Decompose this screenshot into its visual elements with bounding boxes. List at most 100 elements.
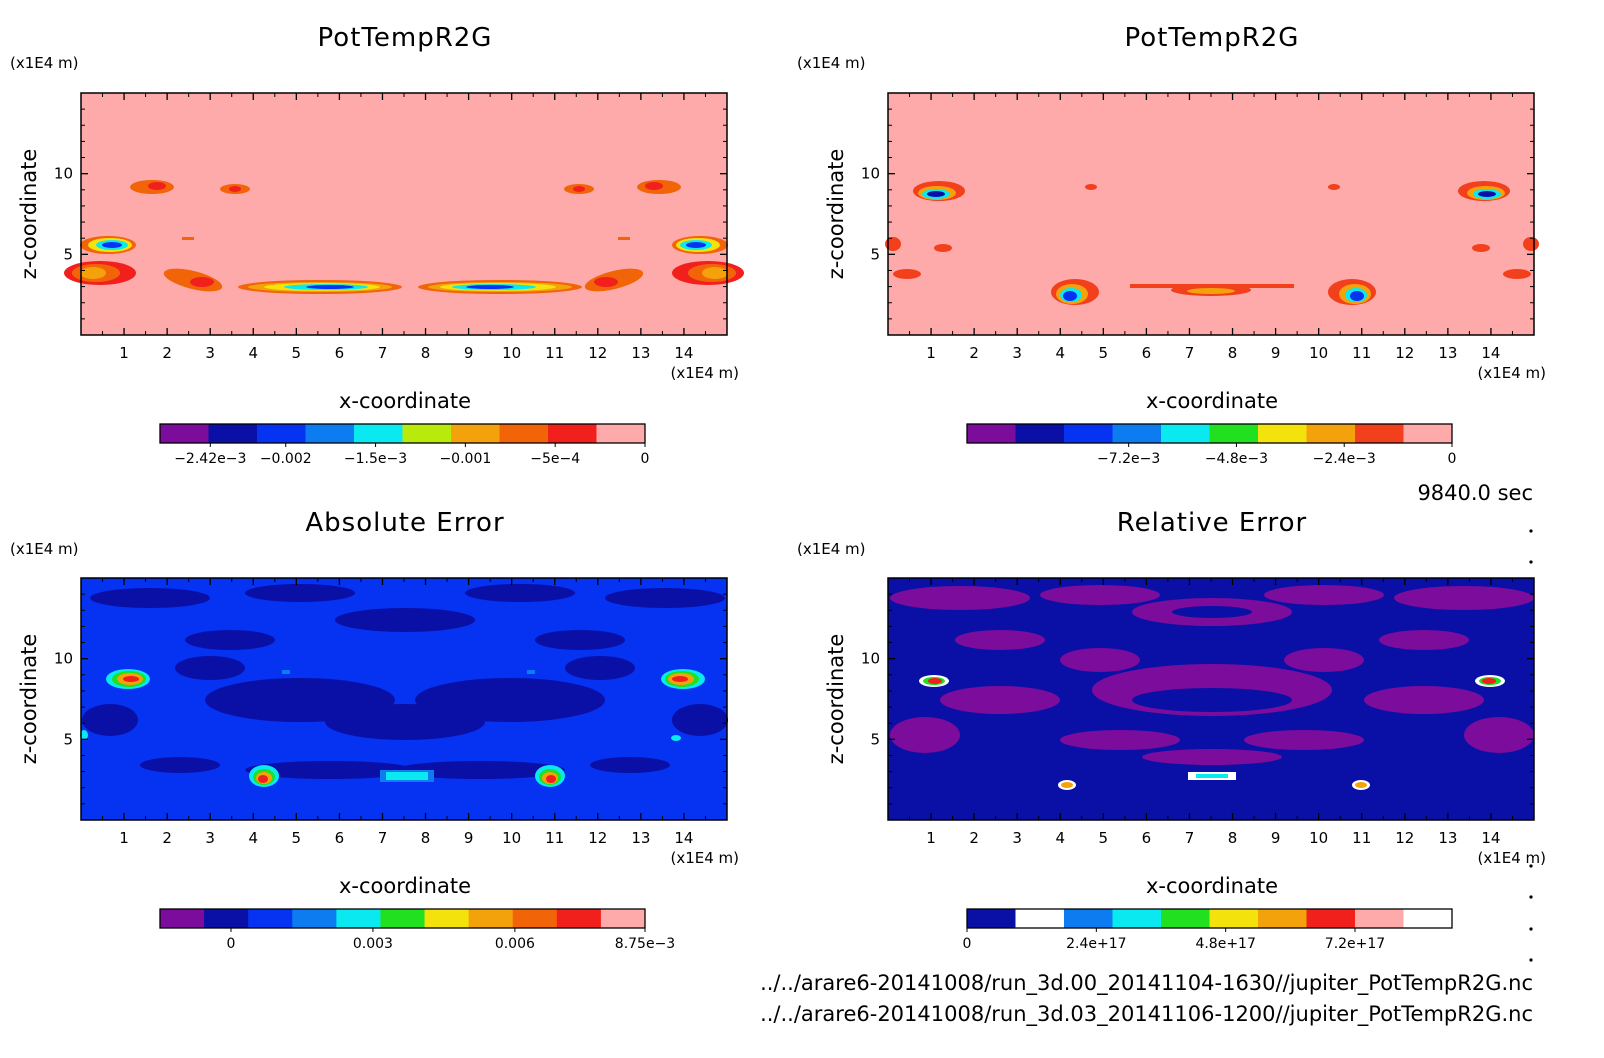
x-tick-label: 9 xyxy=(464,344,474,362)
speck xyxy=(1328,184,1340,190)
x-tick-label: 14 xyxy=(1481,829,1500,847)
x-tick-label: 11 xyxy=(1352,829,1371,847)
x-tick-label: 13 xyxy=(631,829,650,847)
y-unit-label: (x1E4 m) xyxy=(10,54,79,72)
margin-dots xyxy=(1529,529,1533,962)
colorbar-segment xyxy=(160,909,205,928)
x-tick-label: 4 xyxy=(248,344,258,362)
feature-top-left-b xyxy=(220,184,250,194)
feature-top-right xyxy=(1475,675,1505,687)
colorbar-tick-label: −2.42e−3 xyxy=(174,451,246,467)
colorbar-segment xyxy=(1355,909,1404,928)
x-tick-label: 7 xyxy=(1185,829,1195,847)
colorbar-frame xyxy=(159,423,646,444)
feature-bottom-right xyxy=(535,765,565,787)
band-center-core xyxy=(1187,288,1235,294)
colorbar-segment xyxy=(600,909,646,928)
x-tick-label: 14 xyxy=(674,829,693,847)
colorbar-segment xyxy=(292,909,337,928)
colorbar-segment xyxy=(1306,424,1356,443)
x-tick-label: 6 xyxy=(335,829,345,847)
y-tick-label: 5 xyxy=(870,245,880,263)
x-tick-label: 12 xyxy=(1395,829,1414,847)
colorbar-tick-label: 7.2e+17 xyxy=(1325,936,1385,952)
colorbar-tick-label: 0 xyxy=(1448,451,1457,467)
x-tick-label: 4 xyxy=(248,829,258,847)
colorbar-segment xyxy=(1015,424,1065,443)
colorbar-segment xyxy=(208,424,258,443)
colorbar-frame xyxy=(159,908,646,929)
colorbar-segment xyxy=(354,424,403,443)
time-label: 9840.0 sec xyxy=(1417,481,1533,505)
contour-field xyxy=(890,585,1534,790)
x-tick-label: 3 xyxy=(205,829,215,847)
colorbar-segment xyxy=(967,909,1016,928)
x-tick-label: 2 xyxy=(162,344,172,362)
x-tick-label: 6 xyxy=(1142,829,1152,847)
feature-top-left-a xyxy=(130,180,174,194)
colorbar-segment xyxy=(380,909,426,928)
y-unit-label: (x1E4 m) xyxy=(797,54,866,72)
colorbar-segment xyxy=(248,909,293,928)
contour-field xyxy=(64,180,744,294)
colorbar-tick-label: −0.002 xyxy=(260,451,312,467)
colorbar-segment xyxy=(160,424,209,443)
x-tick-label: 8 xyxy=(421,829,431,847)
panel-title: PotTempR2G xyxy=(1125,23,1300,53)
feature-band-right xyxy=(418,280,582,294)
x-tick-label: 12 xyxy=(1395,344,1414,362)
speck xyxy=(618,237,630,240)
colorbar-segment xyxy=(1209,424,1259,443)
colorbar-tick-label: 4.8e+17 xyxy=(1195,936,1255,952)
speck xyxy=(934,244,952,252)
speck xyxy=(671,735,681,741)
panel-pottemp-left: PotTempR2G (x1E4 m) xyxy=(10,23,744,467)
contour-field xyxy=(80,584,728,787)
y-axis-label: z-coordinate xyxy=(17,634,41,765)
feature-top-left xyxy=(919,675,949,687)
y-tick-label: 10 xyxy=(861,650,880,668)
feature-top-left xyxy=(106,669,150,689)
feature-top-right-b xyxy=(637,180,681,194)
colorbar-segment xyxy=(1355,424,1404,443)
y-unit-label: (x1E4 m) xyxy=(797,540,866,558)
x-tick-label: 12 xyxy=(588,829,607,847)
feature-lower-left xyxy=(1051,279,1099,305)
speck xyxy=(1472,244,1490,252)
colorbar-frame xyxy=(966,908,1453,929)
colorbar-segment xyxy=(1064,424,1113,443)
file-path-1: ../../arare6-20141008/run_3d.00_20141104… xyxy=(760,971,1533,996)
colorbar-segment xyxy=(1112,424,1162,443)
y-axis-label: z-coordinate xyxy=(824,149,848,280)
x-tick-label: 5 xyxy=(1099,829,1109,847)
file-path-2: ../../arare6-20141008/run_3d.03_20141106… xyxy=(760,1002,1533,1027)
edge-blob xyxy=(1503,269,1531,279)
plot-background xyxy=(81,93,727,335)
colorbar: 0 2.4e+17 4.8e+17 7.2e+17 xyxy=(963,908,1453,952)
y-tick-label: 5 xyxy=(870,730,880,748)
x-tick-label: 7 xyxy=(378,829,388,847)
feature-bottom-left xyxy=(249,765,279,787)
y-tick-label: 5 xyxy=(63,245,73,263)
feature-left-edge-lower xyxy=(64,261,136,285)
colorbar-frame xyxy=(966,423,1453,444)
colorbar-segment xyxy=(468,909,514,928)
colorbar-tick-label: 0.006 xyxy=(495,936,535,952)
panel-title: PotTempR2G xyxy=(318,23,493,53)
feature-bottom-center xyxy=(1188,772,1236,780)
y-tick-label: 10 xyxy=(54,650,73,668)
x-tick-label: 2 xyxy=(969,344,979,362)
colorbar-segment xyxy=(967,424,1016,443)
x-tick-label: 10 xyxy=(502,344,521,362)
colorbar-segment xyxy=(1015,909,1065,928)
x-tick-label: 11 xyxy=(1352,344,1371,362)
x-tick-label: 8 xyxy=(421,344,431,362)
colorbar-tick-label: −2.4e−3 xyxy=(1313,451,1376,467)
feature-top-right xyxy=(1458,181,1510,201)
x-tick-label: 5 xyxy=(292,829,302,847)
feature-left-edge-upper xyxy=(80,236,136,254)
colorbar-segment xyxy=(1161,424,1210,443)
speck xyxy=(80,730,88,740)
